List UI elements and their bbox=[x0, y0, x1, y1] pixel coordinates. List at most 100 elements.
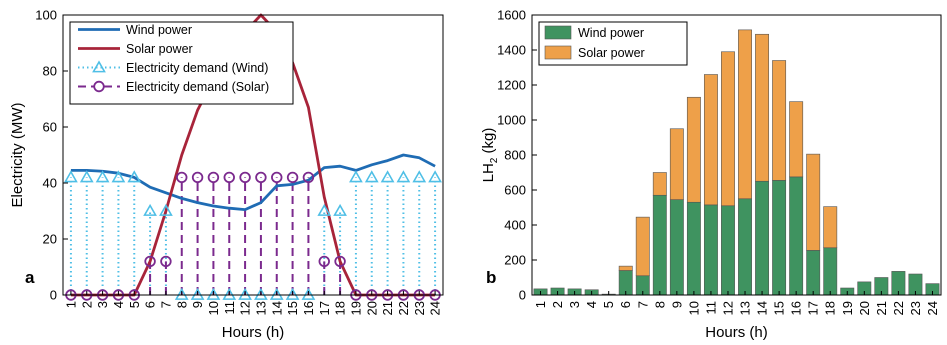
panel-b-ytick-label: 0 bbox=[519, 288, 526, 303]
bar-solar bbox=[772, 60, 787, 181]
panel-a-xtick-label: 13 bbox=[253, 301, 268, 315]
panel-a-xtick-label: 14 bbox=[269, 301, 284, 315]
panel-a-label: a bbox=[25, 268, 35, 287]
bar-solar bbox=[755, 33, 770, 182]
bar-solar bbox=[669, 128, 684, 200]
demand-wind-marker bbox=[428, 170, 442, 183]
panel-a-legend: Wind power Solar power Electricity demand … bbox=[69, 21, 294, 105]
bar-solar bbox=[635, 216, 650, 277]
panel-a-legend-label: Solar power bbox=[126, 42, 193, 56]
panel-a-ylabel: Electricity (MW) bbox=[9, 103, 26, 208]
panel-b-xtick-label: 21 bbox=[874, 301, 889, 315]
demand-wind-marker bbox=[190, 287, 205, 300]
panel-b-xtick-label: 17 bbox=[806, 301, 821, 315]
panel-a-xtick-label: 22 bbox=[396, 301, 411, 315]
panel-b-xlabel: Hours (h) bbox=[705, 324, 768, 341]
bar-solar bbox=[721, 51, 735, 207]
bar-wind bbox=[703, 204, 718, 296]
demand-wind-marker bbox=[269, 287, 284, 300]
demand-solar-marker bbox=[255, 171, 267, 184]
panel-a-legend-label: Electricity demand (Wind) bbox=[126, 61, 268, 75]
panel-b-ytick-label: 1200 bbox=[497, 78, 526, 93]
panel-a-xtick-label: 7 bbox=[158, 301, 173, 308]
panel-b-legend-label: Wind power bbox=[578, 26, 644, 40]
panel-b-legend-label: Solar power bbox=[578, 46, 645, 60]
bar-wind bbox=[738, 198, 752, 296]
panel-b-legend: Wind power Solar power bbox=[538, 21, 688, 66]
panel-b-xtick-label: 19 bbox=[840, 301, 855, 315]
bar-solar bbox=[806, 153, 821, 251]
panel-b-xtick-label: 5 bbox=[601, 301, 616, 308]
demand-solar-marker bbox=[318, 255, 330, 268]
demand-wind-marker bbox=[159, 203, 173, 216]
panel-b-xtick-label: 13 bbox=[738, 301, 753, 315]
panel-a-xtick-label: 17 bbox=[317, 301, 332, 315]
panel-a-legend-label: Wind power bbox=[126, 23, 192, 37]
panel-a-xtick-label: 11 bbox=[222, 301, 237, 315]
panel-a-xtick-label: 18 bbox=[333, 301, 348, 315]
panel-a-ytick-label: 60 bbox=[43, 120, 57, 135]
panel-a-xtick-label: 15 bbox=[285, 301, 300, 315]
demand-wind-marker bbox=[412, 170, 427, 183]
panel-b-xtick-label: 12 bbox=[720, 301, 735, 315]
panel-b-ytick-label: 800 bbox=[504, 148, 526, 163]
panel-a-xtick-label: 23 bbox=[412, 301, 427, 315]
bar-wind bbox=[686, 201, 701, 296]
panel-b-xtick-label: 15 bbox=[772, 301, 787, 315]
panel-a-ytick-label: 80 bbox=[43, 64, 57, 79]
panel-a-xtick-label: 6 bbox=[143, 301, 158, 308]
bar-wind bbox=[755, 180, 770, 296]
demand-solar-marker bbox=[160, 255, 172, 268]
demand-wind-marker bbox=[206, 287, 221, 300]
bar-wind bbox=[823, 247, 838, 296]
panel-a-axes-box bbox=[62, 14, 444, 296]
panel-b-xtick-label: 16 bbox=[789, 301, 804, 315]
demand-wind-marker bbox=[317, 203, 332, 216]
demand-wind-marker bbox=[64, 170, 78, 183]
demand-solar-marker bbox=[223, 171, 235, 184]
panel-a-xtick-label: 2 bbox=[79, 301, 94, 308]
panel-a-xtick-label: 10 bbox=[206, 301, 221, 315]
demand-wind-marker bbox=[238, 287, 252, 300]
demand-wind-marker bbox=[349, 170, 363, 183]
panel-b-ytick-label: 1000 bbox=[497, 113, 526, 128]
demand-wind-marker bbox=[254, 287, 268, 300]
bar-solar bbox=[703, 74, 718, 206]
panel-a-xtick-label: 20 bbox=[364, 301, 379, 315]
demand-solar-marker bbox=[144, 255, 156, 268]
demand-wind-marker bbox=[79, 170, 94, 183]
panel-b-xtick-label: 9 bbox=[669, 301, 684, 308]
bar-wind bbox=[669, 199, 684, 296]
demand-solar-marker bbox=[286, 171, 299, 184]
bar-wind bbox=[806, 250, 821, 296]
panel-b-xtick-label: 10 bbox=[686, 301, 701, 315]
panel-b-xtick-label: 7 bbox=[635, 301, 650, 308]
legend-solar-swatch bbox=[544, 45, 572, 60]
panel-a-legend-box bbox=[69, 21, 294, 105]
bar-solar bbox=[738, 29, 752, 200]
demand-solar-marker bbox=[271, 171, 283, 184]
panel-a-ytick-label: 100 bbox=[35, 8, 57, 23]
panel-a-xtick-label: 3 bbox=[95, 301, 110, 308]
panel-a-ytick-label: 20 bbox=[43, 232, 57, 247]
demand-wind-marker bbox=[111, 170, 126, 183]
panel-b-xtick-label: 20 bbox=[857, 301, 872, 315]
bar-wind bbox=[772, 180, 787, 296]
demand-wind-marker bbox=[222, 287, 237, 300]
demand-wind-marker bbox=[285, 287, 300, 300]
demand-solar-marker bbox=[302, 171, 315, 184]
panel-b-xtick-label: 3 bbox=[567, 301, 582, 308]
demand-solar-marker bbox=[239, 171, 251, 184]
panel-a-xtick-label: 24 bbox=[428, 301, 443, 315]
panel-b-label: b bbox=[486, 268, 496, 287]
panel-a-xtick-label: 1 bbox=[63, 301, 78, 308]
demand-wind-marker bbox=[174, 287, 189, 300]
panel-a-xtick-label: 4 bbox=[111, 301, 126, 308]
demand-solar-marker bbox=[176, 171, 188, 184]
legend-wind-swatch bbox=[544, 25, 572, 40]
demand-wind-marker bbox=[333, 203, 347, 216]
panel-a-xtick-label: 12 bbox=[238, 301, 253, 315]
bar-wind bbox=[789, 176, 804, 296]
